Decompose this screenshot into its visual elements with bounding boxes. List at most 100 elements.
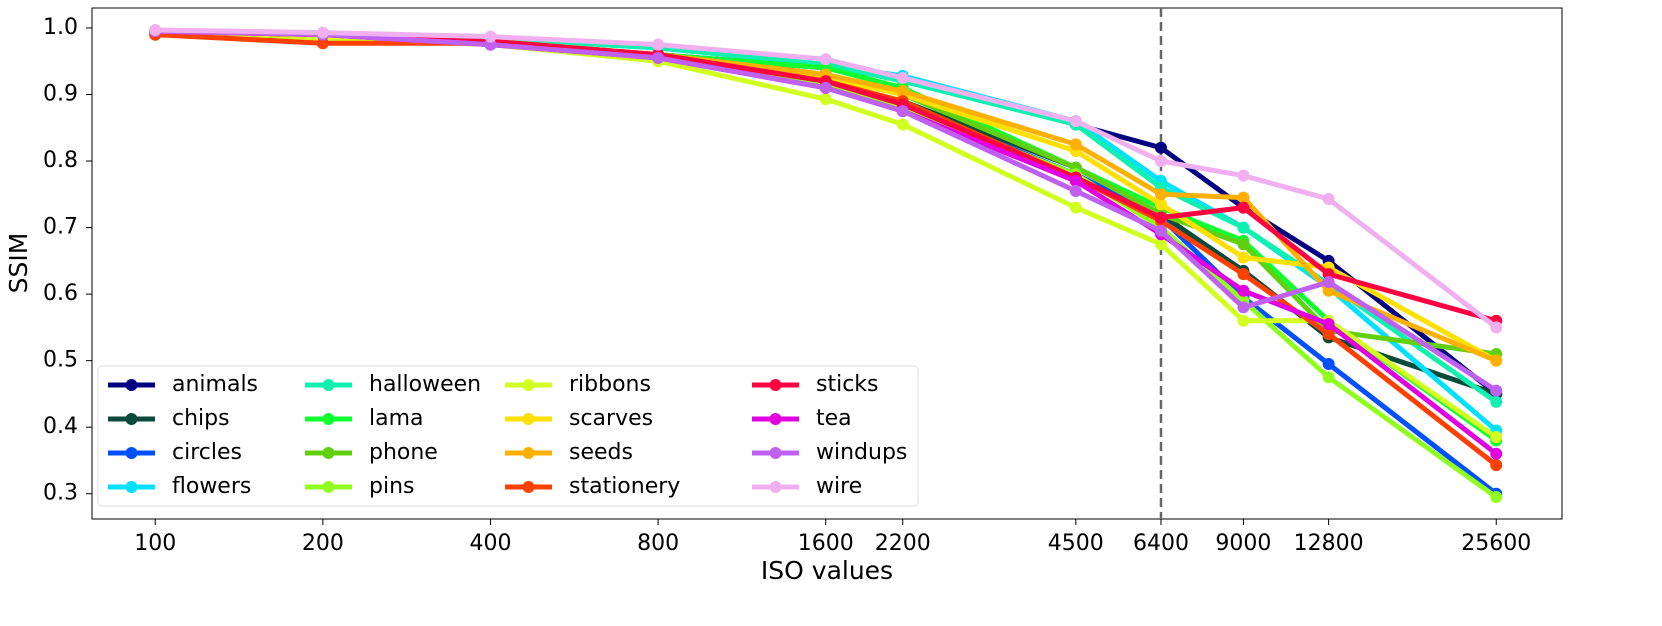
legend-box [97, 365, 919, 507]
legend-label: lama [369, 406, 424, 431]
point [316, 37, 329, 50]
legend-marker [769, 481, 782, 493]
point [1237, 251, 1250, 264]
legend-marker [125, 481, 138, 493]
legend-marker [769, 447, 782, 459]
x-tick-label: 400 [469, 531, 511, 556]
point [819, 81, 832, 94]
x-tick-label: 4500 [1048, 531, 1104, 556]
point [1322, 328, 1335, 341]
point [896, 85, 909, 98]
legend-label: circles [172, 440, 242, 465]
point [1322, 371, 1335, 384]
legend-label: pins [369, 474, 414, 499]
point [1490, 491, 1503, 504]
point [1237, 301, 1250, 314]
point [896, 105, 909, 118]
point [1154, 224, 1167, 237]
x-axis-title: ISO values [761, 556, 893, 585]
legend-marker [125, 379, 138, 391]
plot-frame [91, 7, 1563, 520]
point [1490, 431, 1503, 444]
point [1237, 221, 1250, 234]
point [1490, 395, 1503, 408]
point [1069, 174, 1082, 187]
point [1237, 238, 1250, 251]
point [1069, 184, 1082, 197]
y-tick-label: 0.4 [43, 414, 78, 439]
y-tick-label: 0.8 [43, 148, 78, 173]
legend-marker [322, 481, 335, 493]
point [1154, 238, 1167, 251]
legend-marker [522, 447, 535, 459]
point [1069, 115, 1082, 128]
point [896, 71, 909, 84]
point [1237, 191, 1250, 204]
y-tick-label: 0.7 [43, 215, 78, 240]
legend-label: phone [369, 440, 438, 465]
legend-marker [769, 413, 782, 425]
point [1322, 276, 1335, 289]
legend-marker [522, 481, 535, 493]
point [1322, 318, 1335, 331]
y-tick-label: 1.0 [43, 15, 78, 40]
legend-marker [769, 379, 782, 391]
point [652, 38, 665, 51]
point [896, 118, 909, 131]
x-tick-label: 9000 [1215, 531, 1271, 556]
legend-label: animals [172, 372, 258, 397]
y-tick-label: 0.6 [43, 281, 78, 306]
legend-marker [522, 413, 535, 425]
point [316, 26, 329, 39]
point [1154, 211, 1167, 224]
legend-marker [522, 379, 535, 391]
point [1490, 354, 1503, 367]
point [1322, 192, 1335, 205]
point [1490, 384, 1503, 397]
legend-label: seeds [569, 440, 633, 465]
legend-label: sticks [816, 372, 879, 397]
y-tick-label: 0.5 [43, 348, 78, 373]
legend-label: stationery [569, 474, 680, 499]
x-tick-label: 100 [134, 531, 176, 556]
x-tick-label: 800 [637, 531, 679, 556]
legend-label: chips [172, 406, 230, 431]
legend-label: ribbons [569, 372, 651, 397]
y-tick-label: 0.9 [43, 81, 78, 106]
point [1490, 447, 1503, 460]
x-tick-label: 25600 [1461, 531, 1531, 556]
point [1154, 155, 1167, 168]
x-tick-label: 6400 [1133, 531, 1189, 556]
legend-label: windups [816, 440, 907, 465]
legend-label: flowers [172, 474, 251, 499]
x-tick-label: 12800 [1294, 531, 1364, 556]
point [1490, 321, 1503, 334]
legend-marker [322, 413, 335, 425]
point [652, 51, 665, 64]
point [149, 23, 162, 36]
point [1069, 201, 1082, 214]
x-tick-label: 1600 [798, 531, 854, 556]
point [1237, 314, 1250, 327]
point [484, 30, 497, 43]
y-tick-label: 0.3 [43, 481, 78, 506]
point [1154, 141, 1167, 154]
x-tick-label: 2200 [875, 531, 931, 556]
legend-label: scarves [569, 406, 653, 431]
point [1069, 138, 1082, 151]
point [1237, 284, 1250, 297]
point [819, 93, 832, 106]
point [1237, 268, 1250, 281]
point [1490, 459, 1503, 472]
legend-marker [322, 447, 335, 459]
legend-marker [125, 413, 138, 425]
point [1154, 198, 1167, 211]
legend-marker [125, 447, 138, 459]
x-tick-label: 200 [302, 531, 344, 556]
legend-label: halloween [369, 372, 481, 397]
point [1237, 169, 1250, 182]
legend-marker [322, 379, 335, 391]
legend-label: tea [816, 406, 852, 431]
legend-label: wire [816, 474, 862, 499]
